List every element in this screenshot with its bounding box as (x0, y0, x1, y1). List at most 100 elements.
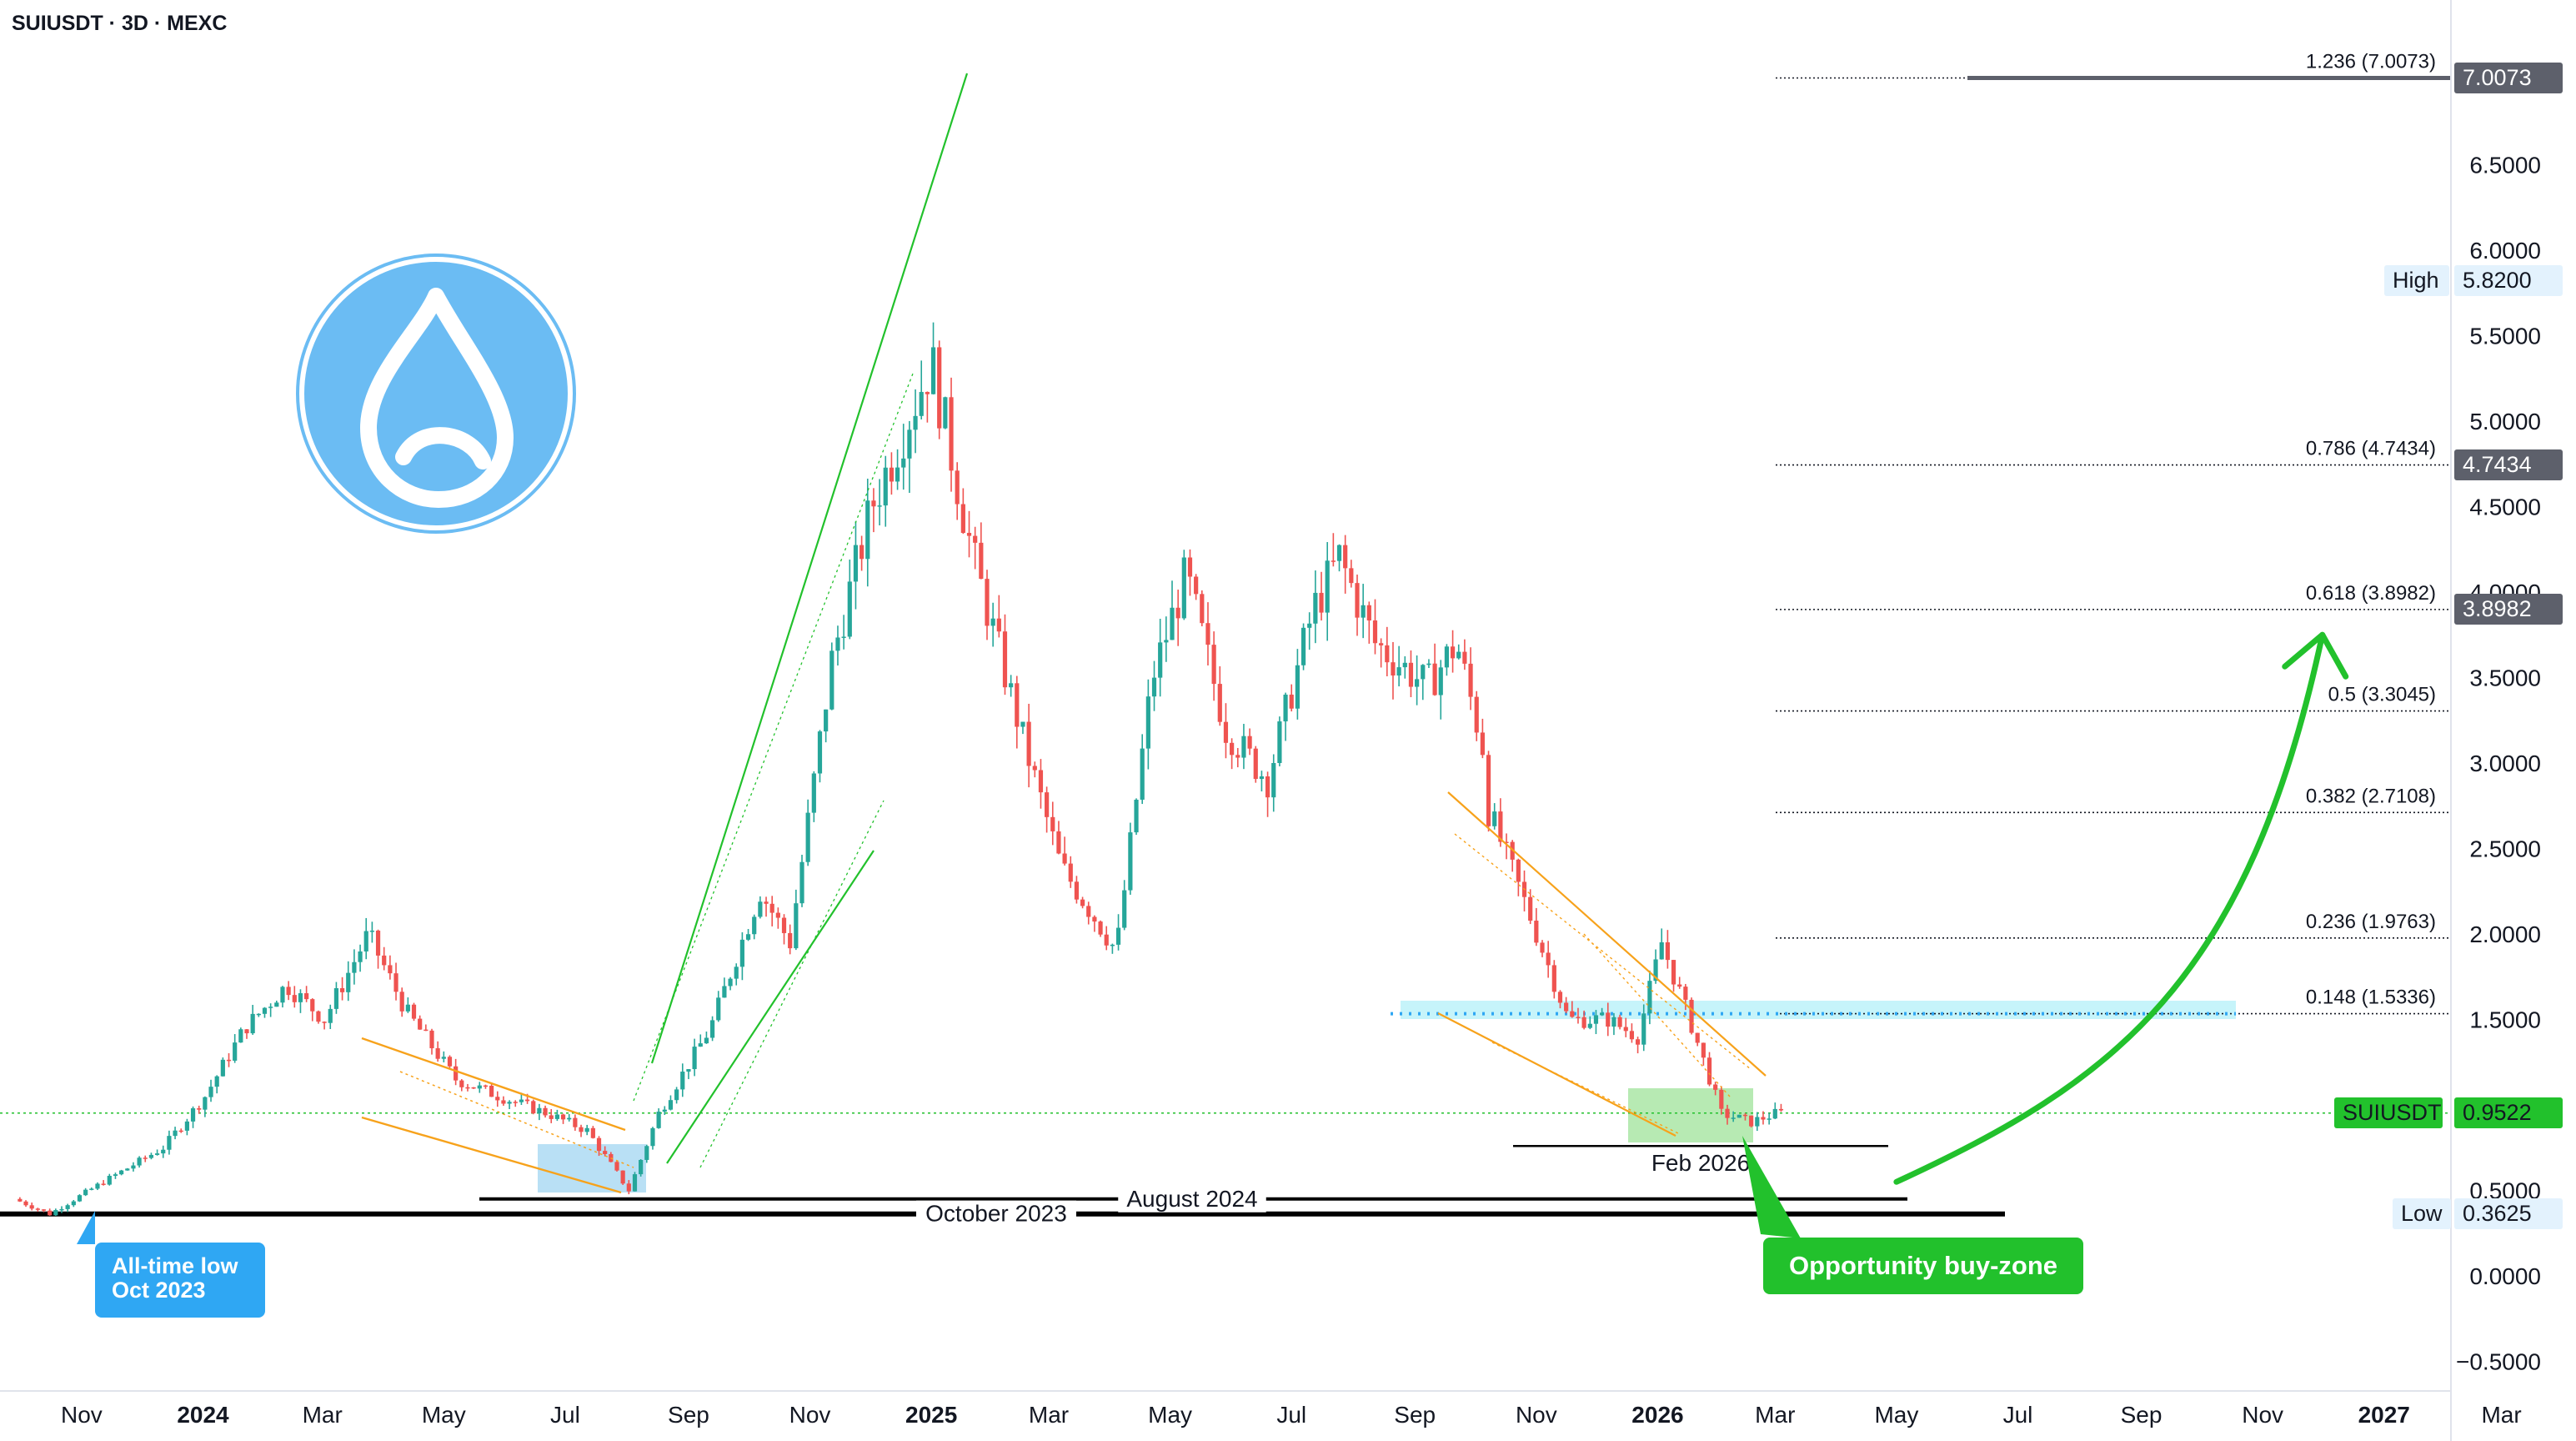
time-tick: May (422, 1402, 466, 1428)
candle-body (1068, 863, 1073, 882)
candle-body (256, 1013, 261, 1016)
candle-body (1026, 721, 1031, 766)
candle-body (1767, 1118, 1772, 1120)
candle-body (148, 1154, 154, 1158)
candle-body (1205, 623, 1210, 645)
candle-body (1355, 583, 1360, 618)
candle-body (835, 637, 840, 651)
candle-body (507, 1102, 512, 1104)
candle-body (454, 1066, 459, 1081)
candle-body (799, 861, 804, 904)
candle-body (310, 999, 315, 1012)
candle-body (1151, 677, 1157, 697)
tag-low-value: 0.3625 (2454, 1197, 2563, 1229)
candle-body (985, 579, 990, 626)
candle-body (704, 1037, 709, 1044)
wedge-1-lower (361, 1116, 622, 1194)
fib-label: 1.236 (7.0073) (2306, 51, 2436, 73)
candle-body (1671, 960, 1676, 985)
candle-body (1653, 959, 1658, 982)
candle-body (769, 903, 774, 913)
candle-body (489, 1086, 494, 1097)
candle-body (1140, 748, 1145, 800)
price-tick: 2.0000 (2469, 921, 2541, 947)
candle-body (65, 1205, 70, 1209)
candle-body (543, 1107, 548, 1116)
candle-body (966, 533, 972, 536)
time-tick: Nov (789, 1402, 831, 1428)
candle-body (1611, 1017, 1616, 1027)
candle-body (1271, 762, 1276, 798)
candle-body (1343, 545, 1348, 569)
price-tick: 6.5000 (2469, 153, 2541, 178)
candle-body (1426, 663, 1431, 665)
candle-body (262, 1007, 268, 1014)
candle-body (83, 1189, 88, 1196)
candle-body (1020, 721, 1025, 727)
candle-body (907, 429, 912, 459)
tag-last-value: 0.9522 (2454, 1097, 2563, 1128)
fib-label: 0.148 (1.5336) (2306, 987, 2436, 1009)
candle-body (1635, 1039, 1641, 1045)
candle-body (1516, 859, 1521, 882)
candle-body (877, 505, 882, 507)
candle-body (865, 500, 870, 560)
candle-body (1170, 607, 1175, 640)
candle-body (889, 467, 895, 482)
symbol-header: SUIUSDT · 3D · MEXC (12, 12, 227, 36)
candle-body (603, 1151, 608, 1154)
candle-body (567, 1117, 572, 1120)
candle-body (734, 967, 739, 979)
time-tick: May (1148, 1402, 1192, 1428)
candle-body (668, 1100, 674, 1110)
candle-body (1283, 694, 1288, 722)
candle-body (1235, 755, 1240, 758)
time-tick: Sep (2121, 1402, 2163, 1428)
candle-body (1032, 766, 1037, 771)
candle-body (596, 1137, 602, 1152)
candle-body (883, 467, 888, 506)
candle-body (35, 1208, 40, 1210)
candle-body (89, 1188, 94, 1190)
candle-body (382, 955, 387, 966)
time-tick: Nov (61, 1402, 103, 1428)
candle-body (501, 1100, 506, 1104)
candle-body (220, 1059, 225, 1077)
candle-body (471, 1087, 476, 1089)
candle-body (614, 1162, 619, 1171)
candle-body (1062, 853, 1067, 864)
candle-body (584, 1127, 589, 1132)
candle-body (1045, 792, 1050, 817)
candle-body (853, 545, 859, 582)
candle-body (686, 1069, 691, 1072)
time-tick: Mar (1029, 1402, 1069, 1428)
candle-body (709, 1020, 715, 1038)
august-2024-label-bg (1118, 1185, 1266, 1213)
bull-channel-mid-1 (633, 373, 914, 1102)
candle-body (1450, 646, 1456, 659)
candle-body (423, 1029, 428, 1032)
candle-body (113, 1174, 118, 1177)
candle-body (990, 618, 995, 626)
candle-body (1706, 1057, 1712, 1085)
interval: 3D (121, 12, 148, 35)
candle-body (304, 993, 309, 1000)
candle-body (960, 504, 965, 534)
time-tick: 2026 (1631, 1402, 1683, 1428)
candle-body (447, 1057, 453, 1067)
candle-body (626, 1183, 631, 1192)
candle-body (895, 467, 900, 482)
candle-body (1110, 944, 1115, 946)
candle-body (1731, 1117, 1736, 1119)
atl-line1: All-time low (112, 1253, 238, 1278)
candle-body (901, 458, 906, 468)
candle-body (477, 1085, 482, 1089)
candle-body (250, 1013, 255, 1034)
candle-body (268, 1007, 273, 1008)
tag-high-value: 5.8200 (2454, 264, 2563, 296)
candle-body (465, 1087, 470, 1089)
candle-body (1557, 992, 1563, 1003)
candle-body (411, 1004, 417, 1019)
candle-body (1498, 811, 1503, 842)
